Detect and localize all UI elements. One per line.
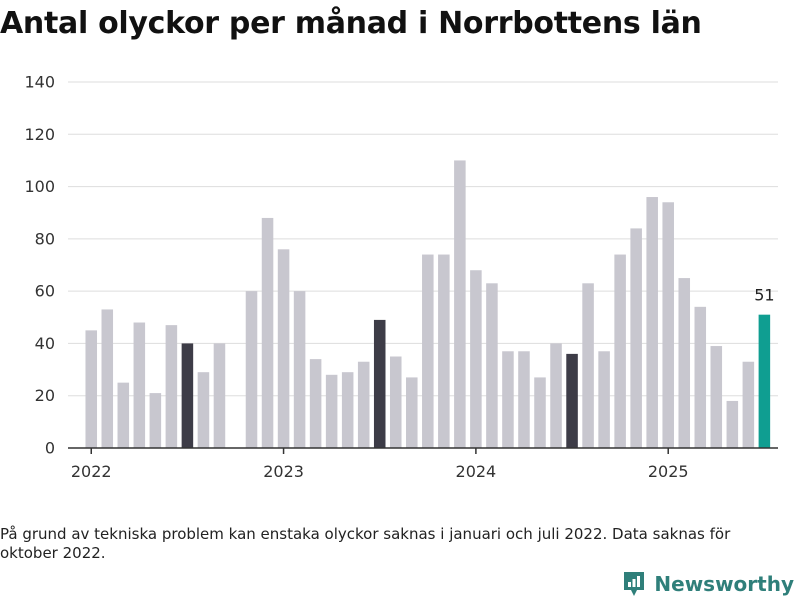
y-tick-label: 140	[24, 73, 55, 92]
brand-name: Newsworthy	[654, 572, 794, 596]
y-tick-label: 60	[35, 282, 55, 301]
y-tick-label: 0	[45, 439, 55, 458]
bar	[566, 353, 578, 448]
bar	[534, 377, 546, 448]
x-tick-label: 2025	[648, 462, 689, 481]
bar	[85, 330, 98, 448]
bar	[277, 249, 290, 448]
bar	[149, 393, 162, 448]
bar	[101, 309, 114, 448]
bar	[373, 319, 386, 448]
bar	[646, 197, 658, 448]
bar	[389, 356, 402, 448]
bar	[165, 325, 178, 448]
bar	[213, 343, 226, 448]
y-tick-label: 80	[35, 229, 55, 248]
bar	[470, 270, 482, 448]
bars	[85, 160, 771, 448]
y-tick-label: 100	[24, 177, 55, 196]
bar	[293, 291, 306, 448]
y-tick-label: 40	[35, 334, 55, 353]
y-axis-ticks: 0 20 40 60 80 100 120 140	[24, 73, 55, 458]
bar	[117, 382, 130, 448]
bar	[454, 160, 466, 448]
bar	[694, 306, 707, 448]
bar	[245, 291, 258, 448]
data-label: 51	[754, 286, 774, 305]
bar	[438, 254, 450, 448]
x-tick-label: 2023	[263, 462, 304, 481]
bar	[261, 217, 274, 448]
bar	[630, 228, 642, 448]
bar	[502, 351, 514, 448]
footnote: På grund av tekniska problem kan enstaka…	[0, 525, 731, 562]
bar	[582, 283, 594, 448]
bar-chart: 0 20 40 60 80 100 120 140 51 2022 2023 2024 2025	[24, 73, 778, 481]
brand-logo[interactable]: Newsworthy	[622, 570, 794, 598]
bar	[518, 351, 530, 448]
bar	[614, 254, 626, 448]
bar	[181, 343, 194, 448]
bar	[678, 278, 691, 448]
bar	[325, 374, 338, 448]
x-tick-label: 2024	[456, 462, 497, 481]
bar	[341, 372, 354, 448]
bar	[758, 314, 771, 448]
bar	[357, 361, 370, 448]
bar	[197, 372, 210, 448]
x-tick-label: 2022	[71, 462, 112, 481]
chart-title: Antal olyckor per månad i Norrbottens lä…	[0, 6, 702, 41]
bar	[486, 283, 498, 448]
bar	[550, 343, 562, 448]
bar	[710, 346, 723, 448]
y-tick-label: 120	[24, 125, 55, 144]
bar	[422, 254, 434, 448]
bar	[662, 202, 674, 448]
y-tick-label: 20	[35, 386, 55, 405]
x-axis: 2022 2023 2024 2025	[68, 447, 778, 481]
bar	[406, 377, 418, 448]
bar	[726, 400, 739, 448]
bar	[133, 322, 146, 448]
newsworthy-logo-icon	[624, 572, 645, 596]
bar	[742, 361, 755, 448]
bar	[309, 359, 322, 448]
bar	[598, 351, 610, 448]
data-labels: 51	[754, 286, 774, 305]
